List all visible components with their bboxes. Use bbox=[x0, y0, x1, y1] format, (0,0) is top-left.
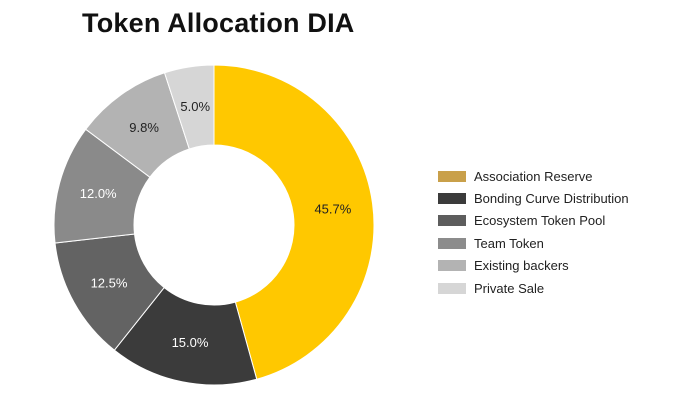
legend-swatch-1 bbox=[438, 193, 466, 205]
legend-item-3: Team Token bbox=[438, 232, 629, 254]
legend-swatch-0 bbox=[438, 170, 466, 182]
slice-5 bbox=[163, 64, 215, 150]
legend-item-4: Existing backers bbox=[438, 255, 629, 277]
legend-label-4: Existing backers bbox=[474, 258, 569, 274]
slice-0 bbox=[213, 64, 375, 380]
chart-title: Token Allocation DIA bbox=[82, 8, 355, 38]
legend-item-1: Bonding Curve Distribution bbox=[438, 187, 629, 209]
chart-legend: Association Reserve Bonding Curve Distrib… bbox=[438, 165, 629, 299]
legend-label-0: Association Reserve bbox=[474, 168, 593, 184]
legend-label-5: Private Sale bbox=[474, 280, 545, 296]
legend-item-5: Private Sale bbox=[438, 277, 629, 299]
legend-swatch-5 bbox=[438, 282, 466, 294]
slice-label-1: 15.0% bbox=[172, 335, 209, 350]
slice-label-3: 12.0% bbox=[80, 186, 117, 201]
legend-swatch-2 bbox=[438, 215, 466, 227]
legend-swatch-3 bbox=[438, 237, 466, 249]
legend-swatch-4 bbox=[438, 260, 466, 272]
legend-item-2: Ecosystem Token Pool bbox=[438, 210, 629, 232]
slice-label-5: 5.0% bbox=[180, 99, 210, 114]
legend-label-3: Team Token bbox=[474, 235, 544, 251]
slice-label-0: 45.7% bbox=[314, 201, 351, 216]
slice-label-2: 12.5% bbox=[91, 276, 128, 291]
legend-item-0: Association Reserve bbox=[438, 165, 629, 187]
legend-label-1: Bonding Curve Distribution bbox=[474, 191, 629, 207]
legend-label-2: Ecosystem Token Pool bbox=[474, 213, 606, 229]
slice-label-4: 9.8% bbox=[129, 120, 159, 135]
